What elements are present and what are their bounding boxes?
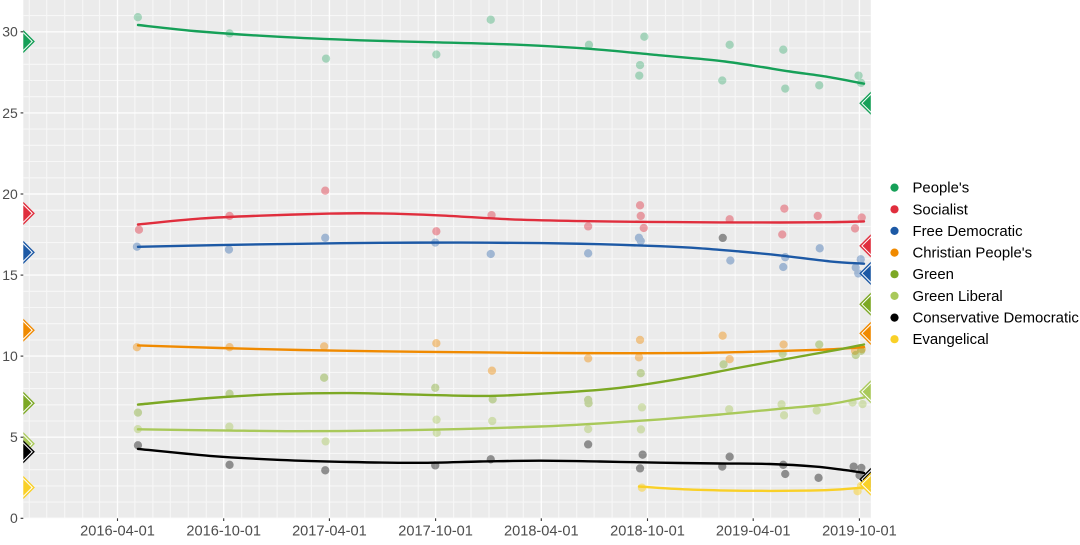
svg-text:0: 0 [10,510,18,526]
svg-text:2016-04-01: 2016-04-01 [80,524,155,540]
svg-text:2019-04-01: 2019-04-01 [716,524,791,540]
svg-text:5: 5 [10,429,18,445]
svg-text:2019-10-01: 2019-10-01 [822,524,897,540]
svg-text:Socialist: Socialist [913,202,969,218]
svg-text:20: 20 [2,186,18,202]
svg-text:30: 30 [2,24,18,40]
svg-text:Christian People's: Christian People's [913,246,1033,262]
svg-text:Free Democratic: Free Democratic [913,224,1024,240]
svg-text:2017-04-01: 2017-04-01 [292,524,367,540]
svg-text:2016-10-01: 2016-10-01 [186,524,261,540]
svg-text:People's: People's [913,181,970,197]
svg-text:15: 15 [2,267,18,283]
svg-text:Evangelical: Evangelical [913,332,989,348]
svg-text:Green Liberal: Green Liberal [913,289,1003,305]
svg-text:2017-10-01: 2017-10-01 [398,524,473,540]
svg-text:2018-04-01: 2018-04-01 [504,524,579,540]
svg-text:25: 25 [2,105,18,121]
svg-text:10: 10 [2,348,18,364]
svg-text:2018-10-01: 2018-10-01 [610,524,685,540]
svg-text:Green: Green [913,267,954,283]
svg-text:Conservative Democratic: Conservative Democratic [913,311,1080,327]
